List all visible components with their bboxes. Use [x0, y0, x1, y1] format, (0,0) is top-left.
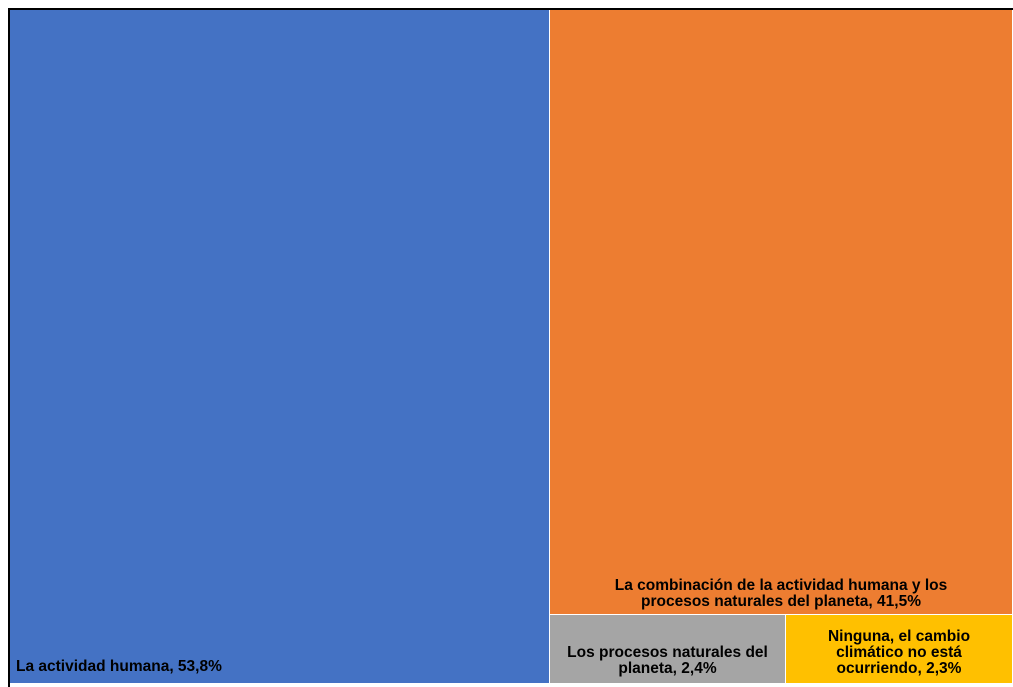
tile-label-ninguna: Ninguna, el cambio climático no está ocu…: [827, 628, 971, 677]
tile-label-actividad-humana: La actividad humana, 53,8%: [16, 658, 222, 675]
tile-combinacion: La combinación de la actividad humana y …: [550, 10, 1013, 615]
tile-procesos-naturales: Los procesos naturales del planeta, 2,4%: [550, 615, 786, 684]
tile-ninguna: Ninguna, el cambio climático no está ocu…: [786, 615, 1013, 684]
treemap-chart: La actividad humana, 53,8% La combinació…: [10, 10, 1013, 684]
tile-label-combinacion: La combinación de la actividad humana y …: [614, 577, 948, 610]
tile-actividad-humana: La actividad humana, 53,8%: [10, 10, 550, 684]
tile-label-procesos-naturales: Los procesos naturales del planeta, 2,4%: [567, 644, 768, 677]
